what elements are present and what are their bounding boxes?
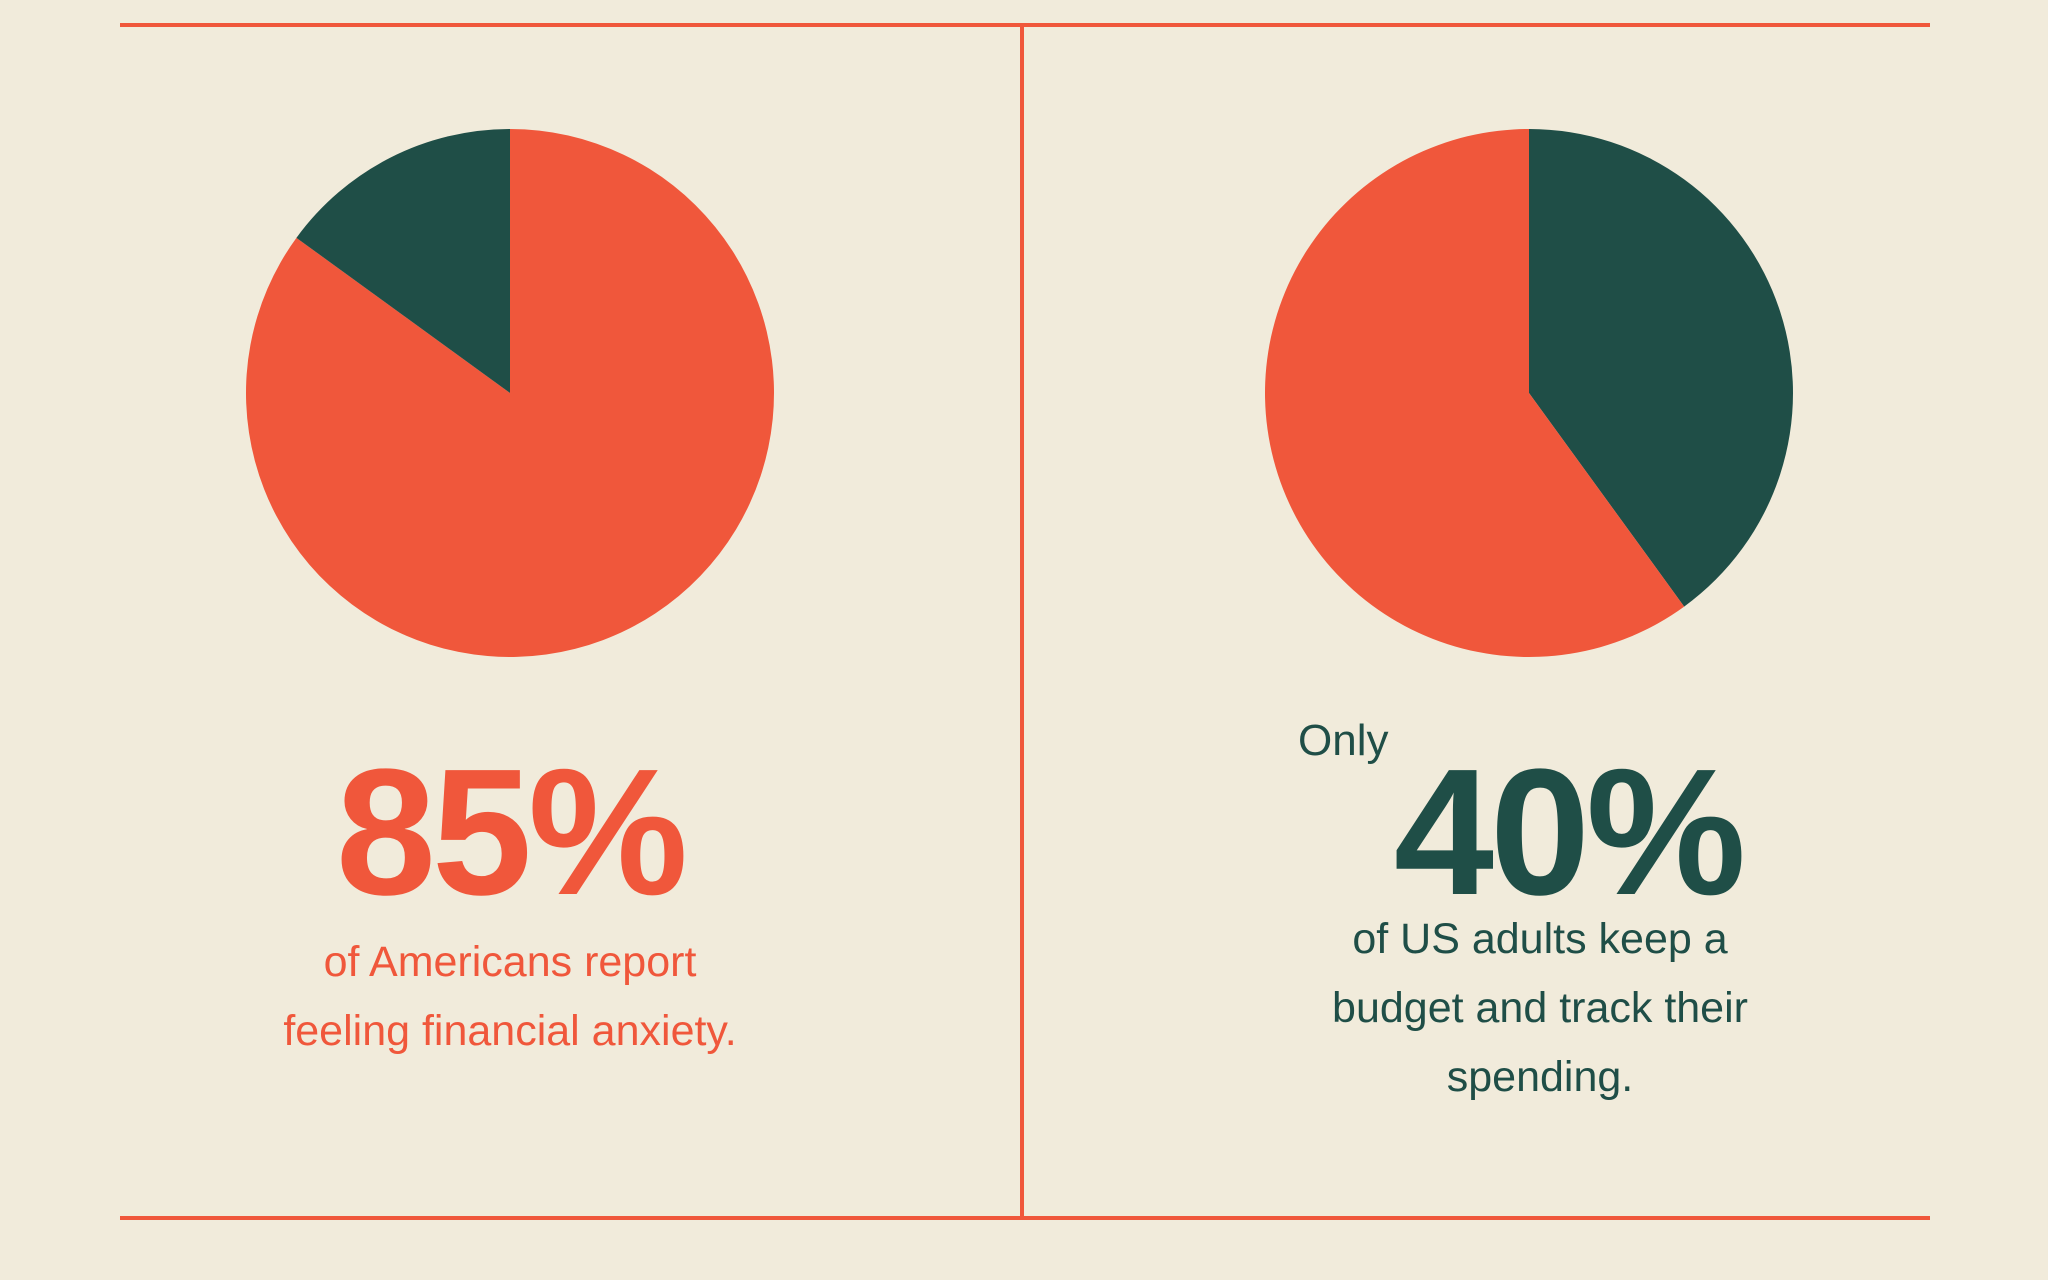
- caption-line: of Americans report: [323, 938, 697, 986]
- caption-financial-anxiety: of Americans report feeling financial an…: [210, 928, 810, 1066]
- pie-slice-1: [1265, 129, 1685, 657]
- pie-chart-financial-anxiety: [245, 129, 774, 657]
- caption-budget-tracking: of US adults keep a budget and track the…: [1280, 905, 1800, 1112]
- stat-budget-tracking: 40%: [1393, 732, 1746, 933]
- pie-slice-0: [1529, 129, 1793, 607]
- caption-line: feeling financial anxiety.: [283, 1007, 737, 1055]
- caption-line: budget and track their: [1332, 984, 1748, 1032]
- bottom-rule: [120, 1216, 1930, 1220]
- pie-slice-0: [245, 129, 774, 657]
- caption-line: spending.: [1446, 1053, 1634, 1101]
- top-rule: [120, 23, 1930, 27]
- stat-prefix-only: Only: [1298, 716, 1389, 765]
- caption-line: of US adults keep a: [1352, 915, 1728, 963]
- pie-chart-budget-tracking: [1265, 129, 1793, 657]
- center-divider: [1020, 25, 1024, 1220]
- stat-financial-anxiety: 85%: [335, 732, 688, 933]
- pie-slice-1: [296, 129, 510, 393]
